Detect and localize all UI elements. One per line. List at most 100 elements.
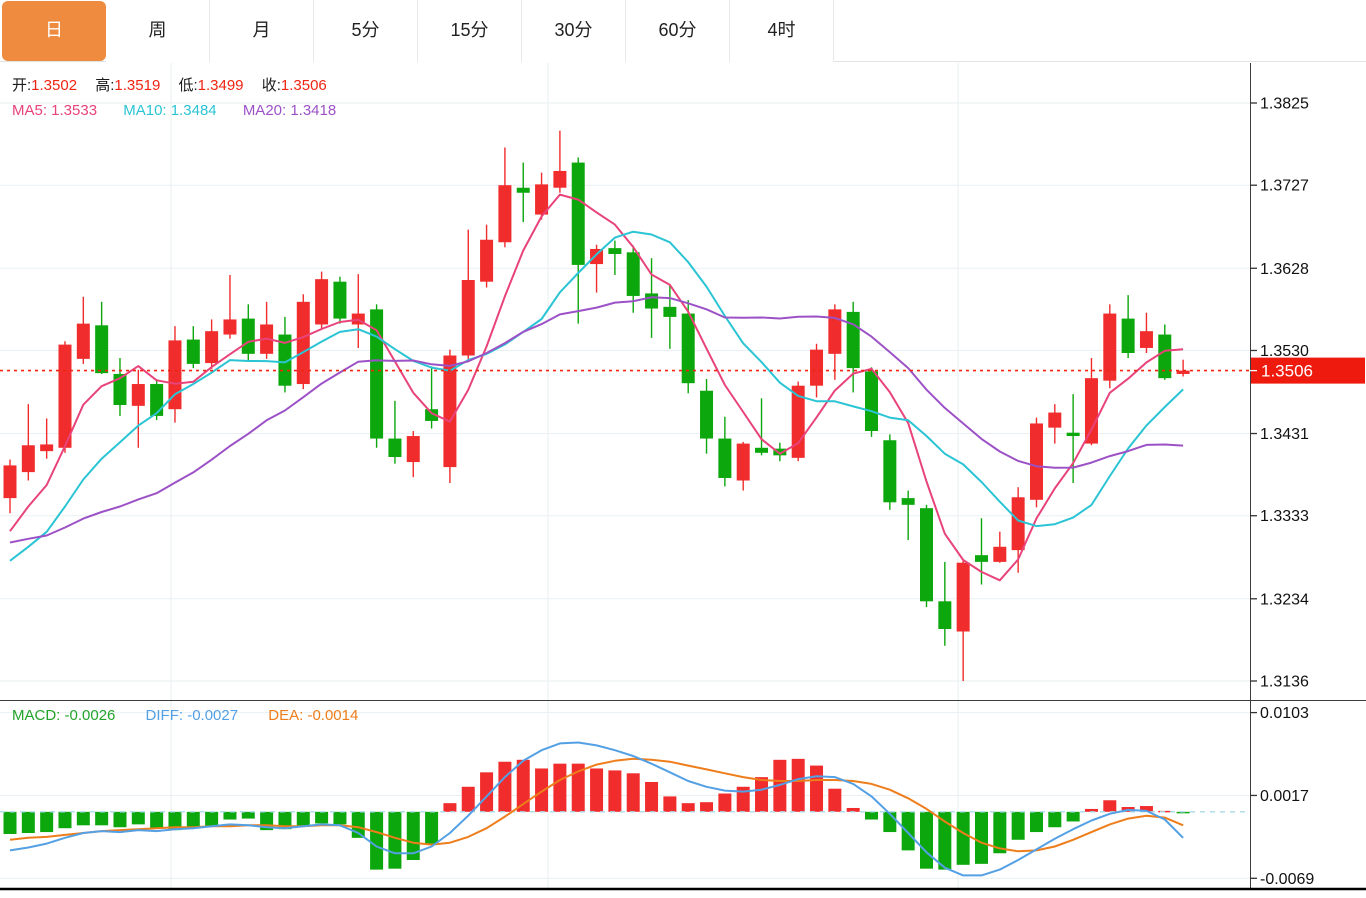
tab-5min[interactable]: 5分	[314, 0, 418, 62]
candle-up	[223, 319, 237, 335]
macd-bar-down	[1176, 811, 1190, 814]
macd-bar-down	[865, 811, 879, 820]
candle-down	[901, 498, 915, 505]
macd-bar-up	[590, 768, 604, 812]
macd-bar-up	[791, 758, 805, 812]
macd-bar-down	[21, 811, 35, 834]
macd-bar-up	[480, 772, 494, 812]
macd-bar-down	[370, 811, 384, 870]
close-label: 收:	[261, 77, 281, 94]
ma20-line	[9, 296, 1184, 544]
axis-label: -0.0069	[1260, 871, 1314, 888]
candle-down	[241, 318, 255, 354]
macd-bar-down	[223, 811, 237, 820]
candle-down	[333, 281, 347, 319]
candle-down	[516, 187, 530, 193]
macd-bar-up	[516, 759, 530, 812]
candle-up	[406, 436, 420, 463]
macd-value-legend: MACD: -0.0026	[12, 707, 116, 724]
candle-down	[1121, 318, 1135, 353]
candle-down	[883, 440, 897, 503]
macd-bar-down	[1066, 811, 1080, 822]
tab-15min[interactable]: 15分	[418, 0, 522, 62]
candle-up	[810, 349, 824, 386]
period-tabbar: 日周月 5分 15分 30分 60分 4时	[0, 0, 1366, 62]
axis-label: 1.3530	[1260, 343, 1309, 360]
candle-up	[498, 185, 512, 243]
macd-bar-up	[736, 786, 750, 812]
candle-down	[663, 306, 677, 317]
macd-bar-down	[131, 811, 145, 825]
macd-bar-down	[388, 811, 402, 869]
candle-down	[571, 162, 585, 265]
candle-down	[95, 325, 109, 374]
macd-bar-up	[846, 807, 860, 812]
candle-up	[461, 280, 475, 356]
dea-value-legend: DEA: -0.0014	[268, 707, 359, 724]
candle-down	[681, 313, 695, 384]
candle-up	[1139, 331, 1153, 348]
axis-label: 1.3628	[1260, 261, 1309, 278]
macd-bar-down	[938, 811, 952, 870]
tab-4hour[interactable]: 4时	[730, 0, 834, 62]
macd-bar-down	[406, 811, 420, 860]
candle-down	[370, 309, 384, 439]
candle-down	[700, 390, 714, 439]
candle-down	[920, 508, 933, 602]
candle-down	[846, 311, 860, 369]
axis-label: 1.3825	[1260, 96, 1309, 113]
candle-up	[590, 248, 604, 265]
tab-month[interactable]: 月	[210, 0, 314, 62]
macd-bar-up	[810, 765, 824, 812]
tab-60min[interactable]: 60分	[626, 0, 730, 62]
candle-up	[993, 546, 1007, 562]
macd-bar-up	[608, 770, 622, 812]
diff-value-legend: DIFF: -0.0027	[145, 707, 239, 724]
close-value: 1.3506	[280, 77, 327, 94]
candle-up	[553, 170, 567, 188]
axis-label: 1.3136	[1260, 674, 1309, 691]
low-value: 1.3499	[197, 77, 244, 94]
macd-bar-up	[553, 763, 567, 812]
ma5-legend: MA5: 1.3533	[12, 102, 98, 119]
axis-label: 1.3234	[1260, 591, 1309, 608]
axis-label: 0.0103	[1260, 705, 1309, 722]
tab-day[interactable]: 日	[2, 1, 106, 61]
macd-bar-down	[974, 811, 988, 864]
candle-up	[1103, 313, 1117, 381]
macd-bar-up	[700, 802, 714, 812]
macd-bar-down	[95, 811, 109, 826]
macd-bar-up	[645, 781, 659, 812]
macd-bar-down	[241, 811, 255, 819]
macd-bar-up	[1084, 808, 1098, 812]
macd-bar-up	[681, 803, 695, 812]
open-value: 1.3502	[31, 77, 78, 94]
candle-down	[608, 248, 622, 255]
tab-30min[interactable]: 30分	[522, 0, 626, 62]
macd-bar-down	[186, 811, 200, 828]
macd-bar-up	[535, 768, 549, 812]
macd-bar-down	[315, 811, 329, 824]
macd-bar-down	[901, 811, 915, 851]
tab-week[interactable]: 周	[106, 0, 210, 62]
axis-label: 1.3727	[1260, 178, 1309, 195]
candle-down	[388, 438, 402, 458]
last-price-tag-value: 1.3506	[1261, 362, 1313, 381]
diff-line	[9, 741, 1184, 877]
high-label: 高:	[95, 77, 115, 94]
candle-down	[718, 438, 732, 478]
macd-bar-down	[920, 811, 933, 869]
low-label: 低:	[178, 77, 198, 94]
candle-down	[113, 373, 127, 406]
ma10-legend: MA10: 1.3484	[123, 102, 217, 119]
candle-down	[278, 334, 292, 386]
macd-bar-down	[1011, 811, 1025, 840]
macd-bar-up	[498, 761, 512, 812]
macd-bar-down	[956, 811, 970, 865]
candle-up	[315, 279, 329, 325]
macd-bar-down	[1029, 811, 1043, 833]
candle-up	[956, 562, 970, 632]
ma10-line	[9, 230, 1184, 562]
candle-up	[1084, 378, 1098, 444]
